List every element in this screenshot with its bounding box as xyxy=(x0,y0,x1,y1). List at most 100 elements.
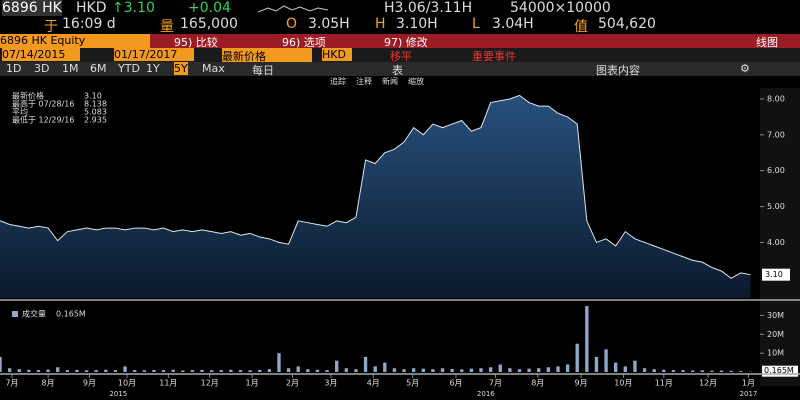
year-label: 2017 xyxy=(740,390,758,398)
volume-bar xyxy=(277,353,281,372)
volume-bar xyxy=(421,368,425,372)
stats-bar: 于 16:09 d 量 165,000 O 3.05H H 3.10H L 3.… xyxy=(0,16,800,35)
volume-bar xyxy=(681,370,685,372)
volume-label: 量 xyxy=(160,19,174,35)
frequency[interactable]: 每日 xyxy=(252,64,274,77)
volume-bar xyxy=(517,369,522,372)
compare-button[interactable]: 95) 比较 xyxy=(174,36,218,49)
x-tick-label: 9月 xyxy=(83,379,96,388)
last-value-label: 3.10 xyxy=(765,270,783,279)
volume-bar xyxy=(65,370,70,372)
volume-bar xyxy=(642,368,647,372)
events[interactable]: 重要事件 xyxy=(472,50,516,63)
table-button[interactable]: 表 xyxy=(392,64,403,77)
period-button[interactable]: 1M xyxy=(62,62,79,75)
chart-content[interactable]: 图表内容 xyxy=(596,64,640,77)
volume-bar xyxy=(556,366,560,372)
y-tick-label: 6.00 xyxy=(767,166,785,175)
volume-bar xyxy=(488,367,493,372)
volume-bar xyxy=(286,368,291,372)
x-tick-label: 3月 xyxy=(324,379,337,388)
volume-bar xyxy=(537,368,541,372)
ticker: 6896 HK xyxy=(2,0,62,16)
moving-average[interactable]: 移平 xyxy=(390,50,412,63)
legend-label: 平均 xyxy=(12,107,28,117)
volume-bar xyxy=(440,368,445,372)
field-select[interactable]: 最新价格 xyxy=(222,48,312,64)
volume-bar xyxy=(161,370,166,372)
volume-bar xyxy=(152,369,156,372)
tool-bar: 追踪 注释 新闻 缩放 xyxy=(0,76,800,88)
settings-icon[interactable]: ⚙ xyxy=(740,62,750,75)
period-button[interactable]: 5Y xyxy=(174,62,188,75)
period-button[interactable]: 1D xyxy=(6,62,22,75)
modify-button[interactable]: 97) 修改 xyxy=(384,36,428,49)
currency-select[interactable]: HKD xyxy=(322,48,352,61)
x-tick-label: 12月 xyxy=(201,379,219,388)
last-value-box xyxy=(762,268,790,281)
volume-bar xyxy=(238,370,243,372)
options-button[interactable]: 96) 选项 xyxy=(282,36,326,49)
x-tick-label: 6月 xyxy=(449,379,462,388)
volume-bar xyxy=(219,370,223,372)
value: 504,620 xyxy=(598,16,656,32)
volume-bar xyxy=(94,370,98,372)
volume-bar xyxy=(258,369,262,372)
x-tick-label: 8月 xyxy=(531,379,544,388)
tool-button[interactable]: 注释 xyxy=(356,77,372,86)
period-button[interactable]: Max xyxy=(202,62,225,75)
legend-swatch xyxy=(12,311,18,317)
volume-bar xyxy=(652,369,656,372)
volume-bar xyxy=(200,369,204,372)
legend-value: 2.935 xyxy=(84,116,107,125)
volume-bar xyxy=(633,360,637,372)
volume-bar xyxy=(450,368,454,372)
volume-bar xyxy=(498,364,502,372)
low: 3.04H xyxy=(492,16,534,32)
y-tick-label: 30M xyxy=(767,311,784,320)
volume-bar xyxy=(671,370,676,372)
x-tick-label: 2月 xyxy=(286,379,299,388)
tool-button[interactable]: 缩放 xyxy=(408,77,424,86)
x-tick-label: 9月 xyxy=(575,379,588,388)
volume-bar xyxy=(710,370,714,372)
security-field[interactable]: 6896 HK Equity xyxy=(0,34,150,48)
x-tick-label: 5月 xyxy=(406,379,419,388)
volume-bar xyxy=(392,368,397,372)
tool-button[interactable]: 新闻 xyxy=(382,77,398,86)
price-line xyxy=(0,94,751,279)
period-button[interactable]: 1Y xyxy=(146,62,160,75)
period-button[interactable]: 3D xyxy=(34,62,50,75)
tool-button[interactable]: 追踪 xyxy=(330,77,346,86)
volume-bar xyxy=(585,306,589,372)
volume-bar xyxy=(575,343,579,372)
volume-bar xyxy=(181,370,185,372)
bid-ask-size: 54000×10000 xyxy=(510,0,611,16)
volume-bar xyxy=(700,370,704,372)
change: +0.04 xyxy=(188,0,231,16)
volume-bar xyxy=(479,368,483,372)
volume-bar xyxy=(248,370,252,372)
volume-bar xyxy=(315,369,320,372)
volume-bar xyxy=(460,369,464,372)
start-date[interactable]: 07/14/2015 xyxy=(2,48,80,61)
volume-bar xyxy=(363,356,368,372)
volume-bar xyxy=(104,369,108,372)
end-date[interactable]: 01/17/2017 xyxy=(114,48,194,61)
x-tick-label: 12月 xyxy=(699,379,717,388)
volume-bar xyxy=(306,369,310,372)
period-button[interactable]: 6M xyxy=(90,62,107,75)
volume-bar xyxy=(27,369,31,372)
currency: HKD xyxy=(76,0,107,16)
period-button[interactable]: YTD xyxy=(118,62,140,75)
time: 16:09 d xyxy=(62,16,116,32)
function-bar: 6896 HK Equity 95) 比较 96) 选项 97) 修改 线图 xyxy=(0,34,800,49)
volume-bar xyxy=(0,356,2,372)
bid-ask: H3.06/3.11H xyxy=(384,0,473,16)
y-tick-label: 7.00 xyxy=(767,130,785,139)
x-tick-label: 4月 xyxy=(367,379,380,388)
legend-box xyxy=(4,92,94,126)
volume-bar xyxy=(690,370,695,372)
